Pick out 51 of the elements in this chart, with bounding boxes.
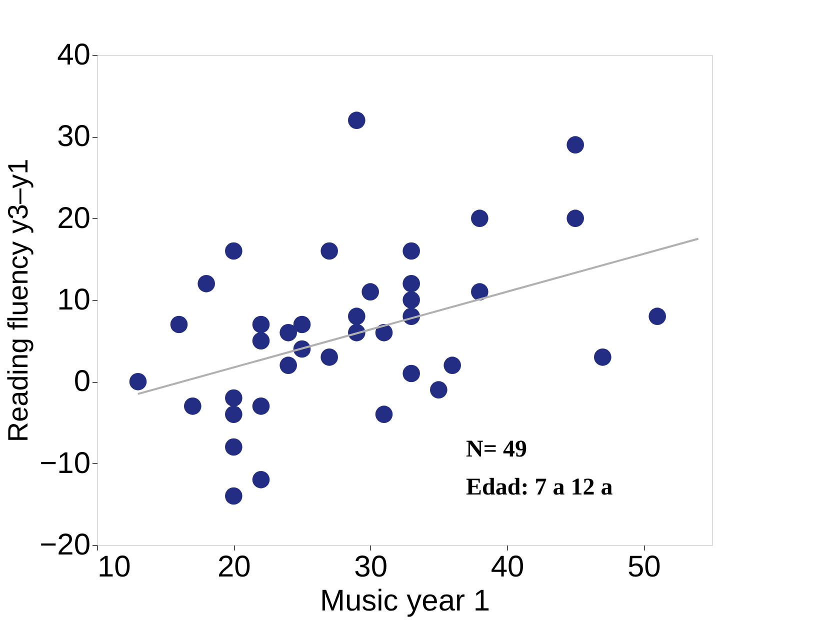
point [566, 210, 584, 227]
point [320, 242, 338, 260]
point [184, 398, 202, 415]
point [225, 242, 242, 260]
point [444, 356, 461, 374]
y-tick-label: 0 [74, 365, 90, 398]
point [471, 210, 488, 227]
annotation: Edad: 7 a 12 a [466, 474, 613, 500]
point [362, 283, 379, 300]
point [225, 487, 242, 505]
x-tick-label: 20 [217, 550, 251, 584]
x-axis-title: Music year 1 [320, 584, 490, 618]
y-tick-label: 30 [57, 120, 90, 154]
point [402, 242, 420, 260]
point [402, 275, 420, 292]
x-tick-label: 30 [354, 550, 388, 584]
point [129, 373, 147, 390]
annotation: N= 49 [466, 436, 528, 462]
y-tick-label: 40 [57, 38, 90, 72]
point [648, 308, 666, 325]
point [402, 291, 420, 309]
point [280, 324, 297, 342]
y-tick-label: −10 [40, 446, 90, 480]
point [225, 438, 242, 456]
point [252, 471, 270, 488]
point [252, 332, 270, 350]
point [225, 389, 242, 407]
point [375, 406, 393, 423]
y-tick-label: 10 [57, 284, 90, 316]
point [594, 348, 612, 366]
point [402, 364, 420, 382]
point [170, 316, 188, 334]
x-tick-label: 10 [98, 550, 131, 584]
point [225, 406, 242, 423]
point [430, 381, 448, 398]
point [375, 324, 393, 342]
point [566, 136, 584, 154]
point [348, 112, 366, 129]
point [320, 348, 338, 366]
point [252, 316, 270, 334]
point [293, 316, 311, 334]
point [252, 398, 270, 415]
point [280, 356, 297, 374]
point [471, 283, 488, 300]
y-tick-label: 20 [57, 202, 90, 235]
y-axis-title: Reading fluency y3–y1 [2, 158, 34, 442]
y-tick-label: −20 [40, 528, 90, 562]
x-tick-label: 50 [627, 550, 661, 584]
x-tick-label: 40 [490, 550, 524, 584]
point [348, 308, 366, 325]
point [198, 275, 215, 292]
